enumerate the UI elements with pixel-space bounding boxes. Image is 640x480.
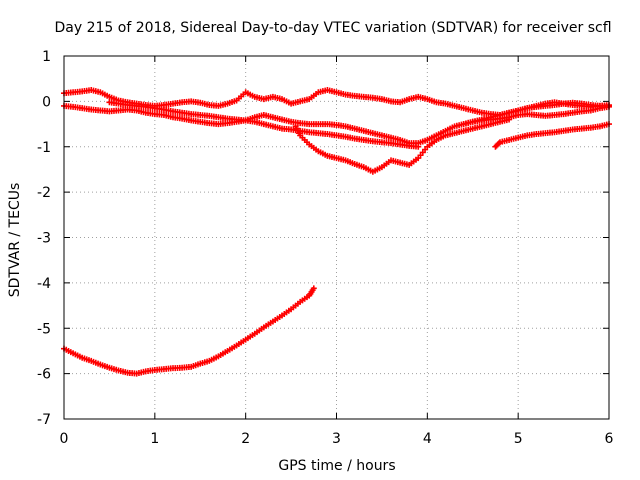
chart-title: Day 215 of 2018, Sidereal Day-to-day VTE… xyxy=(54,20,611,36)
grid xyxy=(64,56,609,419)
y-tick-label: -5 xyxy=(37,321,51,337)
data-point xyxy=(310,285,317,292)
series-track-c xyxy=(106,99,422,150)
y-tick-label: 0 xyxy=(42,94,51,110)
data-points xyxy=(61,87,612,377)
x-tick-label: 0 xyxy=(60,431,69,447)
y-tick-label: -6 xyxy=(37,367,51,383)
data-point xyxy=(415,143,422,150)
series-track-e xyxy=(492,121,612,150)
x-tick-label: 6 xyxy=(605,431,614,447)
y-tick-label: 1 xyxy=(42,49,51,65)
y-tick-label: -1 xyxy=(37,140,51,156)
series-track-b xyxy=(61,99,612,147)
series-track-f xyxy=(460,103,612,128)
y-tick-label: -7 xyxy=(37,412,51,428)
series-track-g xyxy=(61,285,317,377)
y-tick-label: -2 xyxy=(37,185,51,201)
x-tick-label: 5 xyxy=(514,431,523,447)
x-tick-label: 2 xyxy=(241,431,250,447)
data-point xyxy=(495,140,502,147)
x-tick-label: 4 xyxy=(423,431,432,447)
plot-frame xyxy=(63,55,610,420)
y-tick-label: -3 xyxy=(37,231,51,247)
series-track-d xyxy=(292,116,513,175)
x-tick-label: 3 xyxy=(332,431,341,447)
x-tick-label: 1 xyxy=(150,431,159,447)
y-axis-label: SDTVAR / TECUs xyxy=(7,183,23,298)
y-tick-label: -4 xyxy=(37,276,51,292)
axis-ticks: 0 1 2 3 4 5 6 1 0 -1 -2 -3 -4 -5 -6 -7 xyxy=(37,49,614,447)
x-axis-label: GPS time / hours xyxy=(278,458,395,474)
